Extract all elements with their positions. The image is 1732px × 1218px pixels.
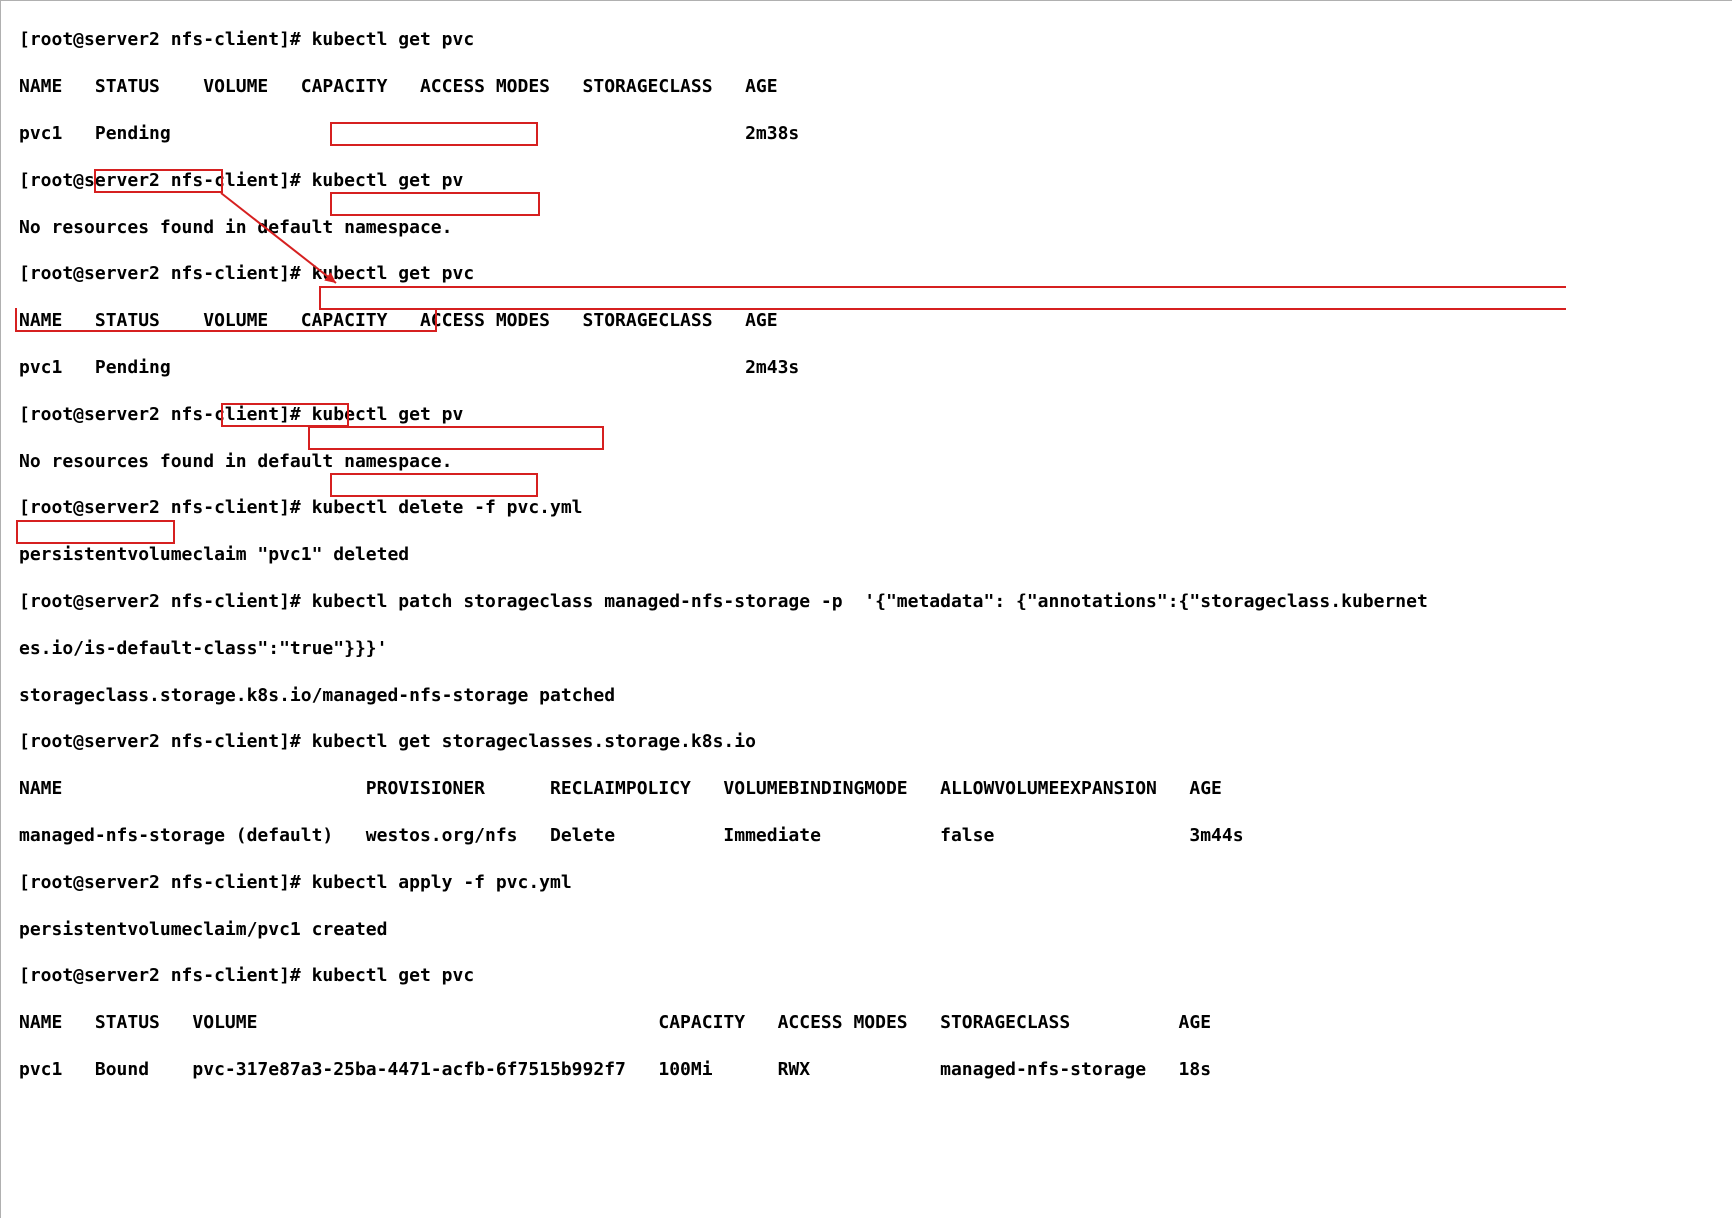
term-line: No resources found in default namespace. <box>19 450 1730 473</box>
hl-get-pv <box>330 192 540 216</box>
hl-apply <box>308 426 604 450</box>
term-line: [root@server2 nfs-client]# kubectl delet… <box>19 496 1730 519</box>
term-line: [root@server2 nfs-client]# kubectl patch… <box>19 590 1730 613</box>
term-line: NAME STATUS VOLUME CAPACITY ACCESS MODES… <box>19 1011 1730 1034</box>
hl-bound <box>16 520 175 544</box>
hl-patch-cmd <box>319 286 1566 310</box>
term-line: [root@server2 nfs-client]# kubectl get s… <box>19 730 1730 753</box>
term-line: managed-nfs-storage (default) westos.org… <box>19 824 1730 847</box>
hl-get-pvc-2 <box>330 473 538 497</box>
term-line: NAME STATUS VOLUME CAPACITY ACCESS MODES… <box>19 309 1730 332</box>
term-line: pvc1 Bound pvc-317e87a3-25ba-4471-acfb-6… <box>19 1058 1730 1081</box>
term-line: pvc1 Pending 2m38s <box>19 122 1730 145</box>
term-line: NAME STATUS VOLUME CAPACITY ACCESS MODES… <box>19 75 1730 98</box>
term-line: persistentvolumeclaim "pvc1" deleted <box>19 543 1730 566</box>
term-line: [root@server2 nfs-client]# kubectl get p… <box>19 403 1730 426</box>
term-line: No resources found in default namespace. <box>19 216 1730 239</box>
term-line: NAME PROVISIONER RECLAIMPOLICY VOLUMEBIN… <box>19 777 1730 800</box>
term-line: [root@server2 nfs-client]# kubectl get p… <box>19 169 1730 192</box>
term-line: storageclass.storage.k8s.io/managed-nfs-… <box>19 684 1730 707</box>
term-line: [root@server2 nfs-client]# kubectl get p… <box>19 964 1730 987</box>
term-line: [root@server2 nfs-client]# kubectl get p… <box>19 262 1730 285</box>
term-line: pvc1 Pending 2m43s <box>19 356 1730 379</box>
term-line: [root@server2 nfs-client]# kubectl get p… <box>19 28 1730 51</box>
terminal-output: [root@server2 nfs-client]# kubectl get p… <box>0 0 1732 1218</box>
term-line: es.io/is-default-class":"true"}}}' <box>19 637 1730 660</box>
term-line: [root@server2 nfs-client]# kubectl apply… <box>19 871 1730 894</box>
term-line: persistentvolumeclaim/pvc1 created <box>19 918 1730 941</box>
